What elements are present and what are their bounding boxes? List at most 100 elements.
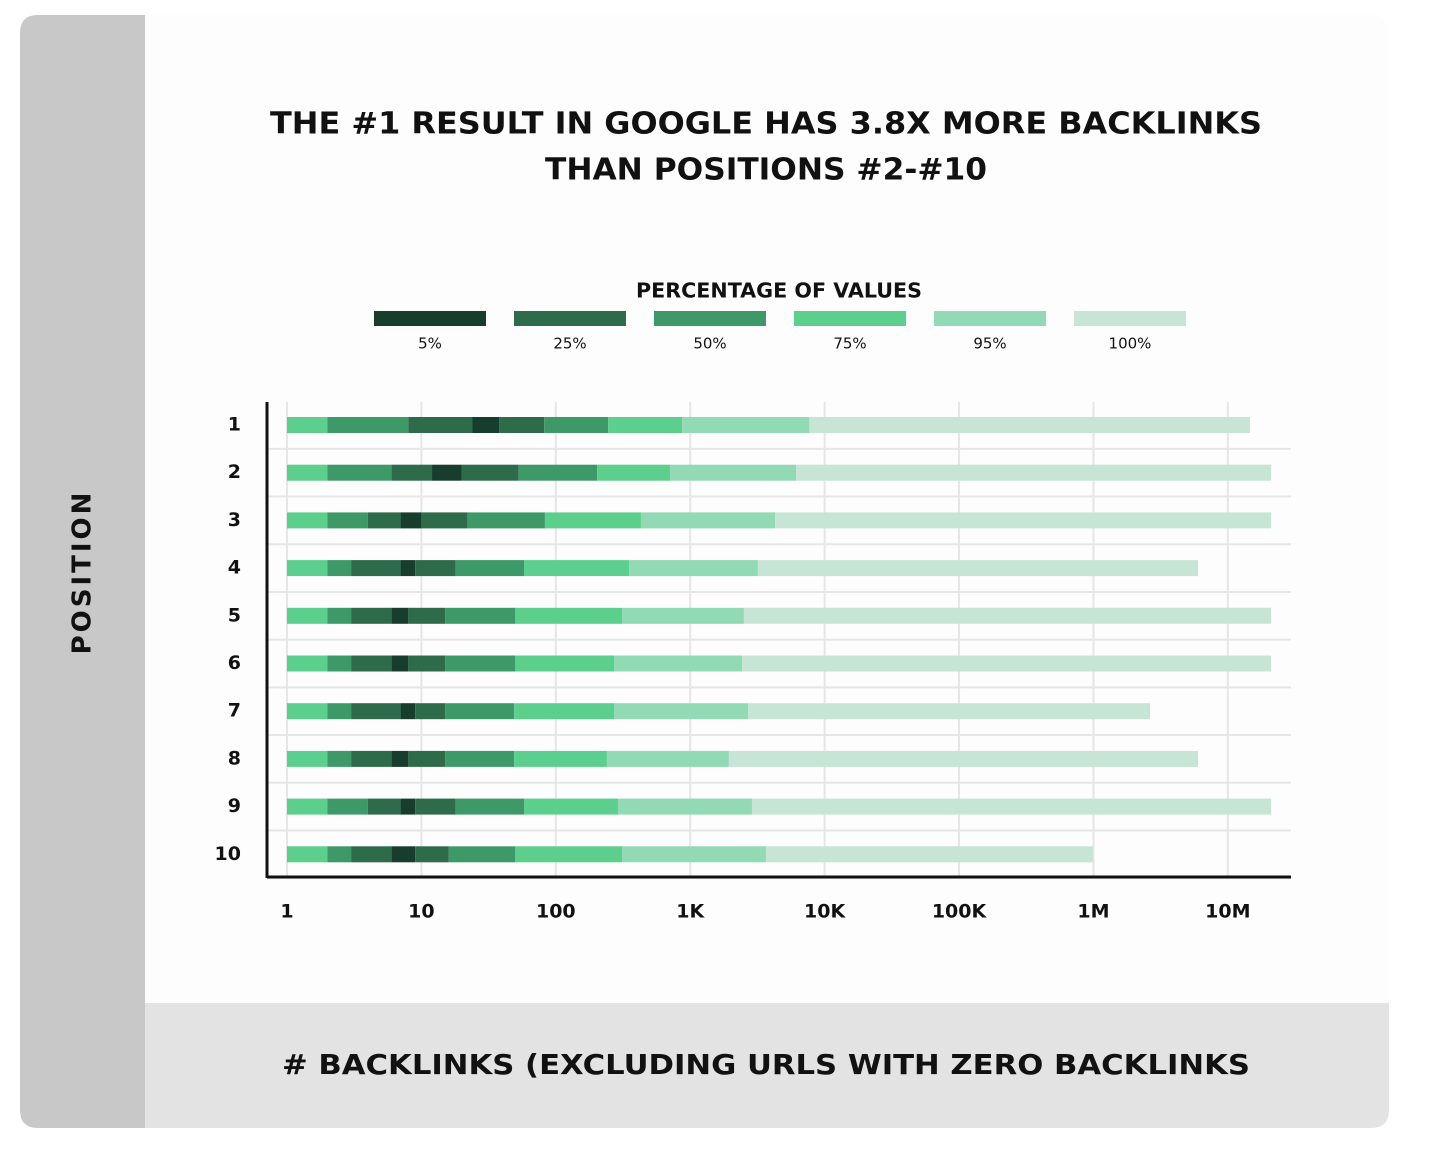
bar-segment: [327, 417, 409, 433]
bar-segment: [408, 417, 473, 433]
bar-segment: [286, 798, 328, 815]
bar-segment: [400, 512, 422, 529]
bar-segment: [351, 750, 392, 767]
bar-segment: [421, 512, 468, 529]
bar-segment: [286, 417, 328, 433]
x-label-band: [145, 1003, 1389, 1128]
bar-segment: [445, 655, 516, 672]
bar-segment: [327, 464, 392, 481]
bar-segment: [597, 464, 670, 481]
bar-segment: [499, 417, 545, 433]
y-tick-label: 1: [228, 414, 241, 436]
bar-segment: [614, 703, 748, 720]
bar-segment: [640, 512, 776, 529]
legend-label: 25%: [553, 335, 586, 353]
bar-segment: [432, 464, 462, 481]
bar-segment: [286, 750, 328, 767]
x-axis-label: # BACKLINKS (EXCLUDING URLS WITH ZERO BA…: [282, 1048, 1250, 1081]
x-tick-label: 1: [280, 901, 293, 923]
bar-segment: [351, 560, 401, 577]
x-tick-label: 10: [408, 901, 434, 923]
x-tick-label: 10M: [1205, 901, 1250, 923]
bar-segment: [408, 655, 446, 672]
bar-segment: [606, 750, 729, 767]
bar-segment: [728, 750, 1199, 767]
y-tick-label: 6: [228, 652, 241, 674]
legend-swatch: [794, 311, 906, 326]
x-tick-label: 10K: [804, 901, 846, 923]
bar-segment: [327, 607, 352, 624]
y-axis-label: POSITION: [68, 490, 98, 655]
bar-segment: [743, 607, 1272, 624]
legend-label: 100%: [1109, 335, 1152, 353]
bar-segment: [391, 750, 409, 767]
bar-segment: [524, 798, 618, 815]
x-tick-label: 1M: [1077, 901, 1109, 923]
bar-segment: [515, 607, 623, 624]
bar-segment: [391, 655, 409, 672]
bar-segment: [809, 417, 1250, 433]
bar-segment: [408, 607, 446, 624]
legend-label: 95%: [973, 335, 1006, 353]
legend-swatch: [374, 311, 486, 326]
bar-segment: [367, 512, 401, 529]
bar-segment: [467, 512, 545, 529]
bar-segment: [472, 417, 500, 433]
y-tick-label: 7: [228, 700, 241, 722]
bar-segment: [514, 750, 607, 767]
bar-segment: [351, 607, 392, 624]
y-tick-label: 9: [228, 795, 241, 817]
bar-segment: [415, 703, 446, 720]
bar-segment: [391, 464, 433, 481]
bar-segment: [461, 464, 519, 481]
bar-segment: [391, 846, 416, 863]
y-tick-label: 4: [228, 557, 241, 579]
bar-segment: [327, 750, 352, 767]
legend-label: 75%: [833, 335, 866, 353]
bar-segment: [544, 512, 641, 529]
legend-swatch: [654, 311, 766, 326]
bar-segment: [286, 464, 328, 481]
legend-swatch: [1074, 311, 1186, 326]
bar-segment: [415, 560, 456, 577]
bar-segment: [544, 417, 609, 433]
bar-segment: [515, 846, 623, 863]
bar-segment: [327, 655, 352, 672]
bar-segment: [622, 846, 766, 863]
bar-segment: [327, 560, 352, 577]
bar-segment: [415, 798, 456, 815]
bar-segment: [351, 846, 392, 863]
bar-segment: [286, 703, 328, 720]
title-line: THE #1 RESULT IN GOOGLE HAS 3.8X MORE BA…: [270, 107, 1262, 142]
bar-segment: [757, 560, 1199, 577]
bar-segment: [327, 512, 368, 529]
bar-segment: [286, 560, 328, 577]
bar-segment: [742, 655, 1272, 672]
bar-segment: [514, 703, 615, 720]
bar-segment: [445, 750, 515, 767]
bar-segment: [608, 417, 683, 433]
bar-segment: [515, 655, 615, 672]
bar-segment: [391, 607, 409, 624]
legend-label: 5%: [418, 335, 442, 353]
bar-segment: [351, 655, 392, 672]
bar-segment: [400, 798, 416, 815]
bar-segment: [682, 417, 810, 433]
x-tick-label: 100K: [932, 901, 988, 923]
bar-segment: [524, 560, 630, 577]
bar-segment: [400, 703, 416, 720]
y-tick-label: 8: [228, 747, 241, 769]
x-tick-label: 100: [536, 901, 576, 923]
bar-segment: [751, 798, 1272, 815]
bar-segment: [286, 607, 328, 624]
bar-segment: [617, 798, 752, 815]
bar-segment: [669, 464, 797, 481]
title-line: THAN POSITIONS #2-#10: [545, 153, 987, 188]
y-tick-label: 10: [215, 843, 241, 865]
bar-segment: [286, 655, 328, 672]
bar-segment: [775, 512, 1272, 529]
bar-segment: [455, 798, 525, 815]
bar-segment: [455, 560, 525, 577]
bar-segment: [445, 607, 516, 624]
